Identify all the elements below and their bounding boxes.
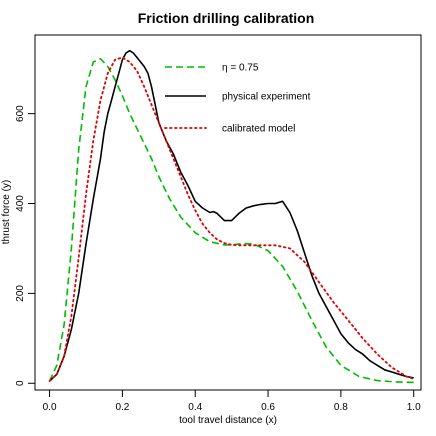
y-tick-label: 600	[15, 105, 26, 122]
series-line-3	[48, 56, 415, 382]
chart-title: Friction drilling calibration	[138, 10, 315, 26]
x-axis: 0.0 0.2 0.4 0.6 0.8 1.0	[43, 389, 421, 413]
x-tick-label: 1.0	[407, 402, 421, 413]
x-tick-label: 0.8	[334, 402, 348, 413]
y-tick-label: 200	[15, 285, 26, 302]
legend-label-1: η = 0.75	[222, 63, 259, 74]
x-tick-label: 0.0	[43, 402, 57, 413]
y-axis-label: thrust force (y)	[1, 180, 12, 244]
y-tick-label: 0	[15, 380, 26, 386]
legend: η = 0.75 physical experiment calibrated mo…	[164, 63, 311, 135]
legend-label-2: physical experiment	[222, 92, 311, 103]
series-line-1	[48, 58, 414, 384]
x-axis-label: tool travel distance (x)	[179, 415, 277, 426]
series-line-2	[49, 49, 414, 382]
y-tick-label: 400	[15, 195, 26, 212]
x-tick-label: 0.2	[115, 402, 129, 413]
x-tick-label: 0.4	[188, 402, 202, 413]
x-tick-label: 0.6	[261, 402, 275, 413]
series-layer	[48, 49, 415, 384]
y-axis: 0 200 400 600	[15, 105, 36, 386]
plot-frame	[34, 34, 422, 391]
legend-label-3: calibrated model	[222, 124, 295, 135]
